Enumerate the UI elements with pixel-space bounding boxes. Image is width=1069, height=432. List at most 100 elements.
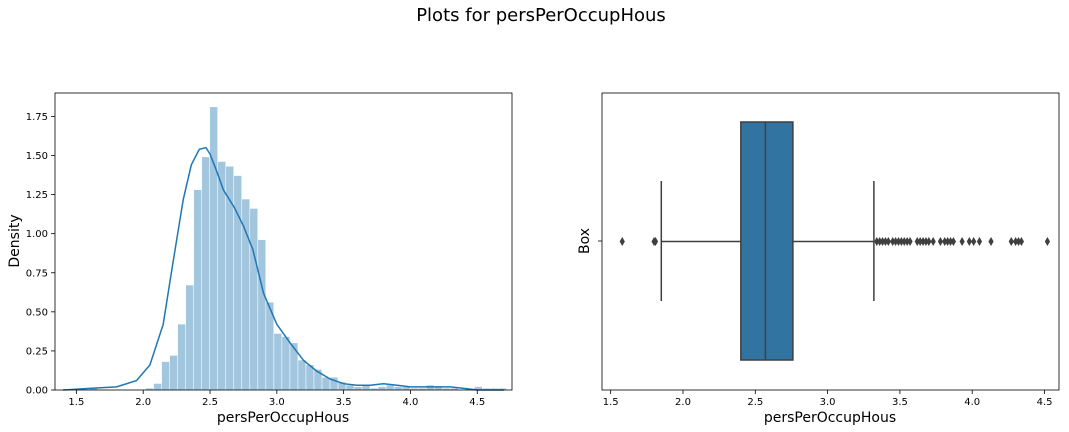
histogram-x-tick-label: 2.0	[135, 397, 151, 408]
outlier-point	[877, 237, 883, 246]
histogram-bar	[226, 166, 234, 390]
outlier-point	[937, 237, 944, 246]
histogram-bar	[402, 386, 410, 390]
boxplot-x-tick-label: 2.5	[747, 397, 763, 408]
boxplot-x-tick-label: 3.5	[892, 397, 908, 408]
histogram-y-tick-label: 0.00	[26, 386, 48, 397]
histogram-bar	[378, 386, 386, 390]
outlier-point	[945, 237, 951, 246]
histogram-bar	[354, 386, 362, 390]
histogram-bar	[450, 388, 458, 390]
outlier-point	[619, 237, 625, 246]
histogram-bar	[282, 336, 290, 390]
outlier-point	[950, 237, 957, 246]
histogram-y-tick-label: 1.75	[26, 112, 48, 123]
outlier-point	[959, 237, 965, 246]
histogram-bar	[418, 388, 426, 390]
outlier-point	[890, 237, 896, 246]
outlier-point	[923, 237, 929, 246]
histogram-bar	[258, 239, 266, 390]
outlier-point	[879, 237, 886, 246]
outlier-point	[882, 237, 889, 246]
histogram-bar	[322, 377, 330, 390]
histogram-y-label: Density	[7, 214, 23, 267]
boxplot-frame	[601, 92, 1060, 391]
outlier-point	[1044, 237, 1051, 246]
outlier-point	[1008, 237, 1014, 246]
histogram-bar	[482, 388, 491, 390]
outlier-point	[885, 237, 891, 246]
histogram-bar	[434, 386, 442, 390]
histogram-y-tick-label: 0.25	[26, 346, 48, 357]
histogram-bar	[185, 285, 194, 390]
outlier-point	[898, 237, 904, 246]
histogram-x-label: persPerOccupHous	[217, 410, 349, 426]
outlier-point	[926, 237, 932, 246]
outlier-point	[976, 237, 983, 246]
boxplot-x-tick-label: 4.0	[964, 397, 980, 408]
outlier-point	[988, 237, 994, 246]
histogram-bar	[298, 360, 306, 390]
boxplot-x-ticks: 1.5 2.0 2.5 3.0 3.5 4.0 4.5	[603, 390, 1053, 408]
histogram-bar	[394, 386, 402, 390]
histogram-y-tick-label: 0.50	[26, 307, 48, 318]
outlier-point	[930, 237, 936, 246]
histogram-bar	[442, 388, 450, 390]
outlier-point	[1013, 237, 1019, 246]
outlier-point	[914, 237, 920, 246]
outlier-point	[971, 237, 977, 246]
outlier-point	[652, 237, 659, 246]
histogram-y-tick-label: 1.25	[26, 190, 48, 201]
outlier-point	[901, 237, 907, 246]
histogram-bar	[498, 388, 507, 390]
interquartile-box	[740, 121, 794, 361]
kde-line	[62, 146, 504, 391]
boxplot-x-tick-label: 4.5	[1037, 397, 1053, 408]
histogram-bar	[161, 361, 170, 390]
outlier-point	[920, 237, 926, 246]
histogram-bar	[218, 161, 226, 390]
boxplot-shapes	[619, 121, 1051, 361]
outlier-point	[892, 237, 899, 246]
histogram-bar	[89, 388, 98, 390]
histogram-panel: 1.5 2.0 2.5 3.0 3.5 4.0 4.5 0.00 0.25 0.50 0.75 1.…	[7, 92, 513, 426]
outlier-point	[904, 237, 910, 246]
histogram-bar	[330, 377, 338, 390]
histogram-bar	[169, 355, 178, 390]
outlier-point	[947, 237, 954, 246]
boxplot-y-label: Box	[577, 228, 593, 254]
histogram-bar	[474, 386, 483, 390]
histogram-frame	[54, 92, 513, 391]
histogram-y-tick-label: 0.75	[26, 268, 48, 279]
histogram-bars	[89, 107, 507, 390]
outlier-point	[942, 237, 948, 246]
histogram-x-tick-label: 4.5	[469, 397, 485, 408]
histogram-bar	[210, 107, 218, 390]
outlier-point	[1018, 237, 1024, 246]
histogram-bar	[386, 385, 394, 390]
histogram-bar	[362, 385, 370, 390]
histogram-y-ticks: 0.00 0.25 0.50 0.75 1.00 1.25 1.50 1.75	[26, 112, 55, 397]
histogram-x-ticks: 1.5 2.0 2.5 3.0 3.5 4.0 4.5	[68, 390, 485, 408]
histogram-bar	[490, 388, 499, 390]
outlier-point	[1015, 237, 1022, 246]
histogram-y-tick-label: 1.00	[26, 229, 48, 240]
boxplot-x-label: persPerOccupHous	[764, 410, 896, 426]
outlier-point	[966, 237, 972, 246]
histogram-x-tick-label: 2.5	[202, 397, 218, 408]
histogram-bar	[410, 388, 418, 390]
histogram-bar	[177, 324, 186, 390]
histogram-bar	[290, 343, 298, 390]
histogram-bar	[338, 382, 346, 390]
histogram-bar	[346, 385, 354, 390]
histogram-bar	[250, 208, 258, 390]
histogram-bar	[426, 385, 434, 390]
histogram-bar	[145, 388, 154, 390]
boxplot-x-tick-label: 1.5	[603, 397, 619, 408]
histogram-bar	[306, 364, 314, 390]
histogram-bar	[370, 388, 378, 390]
histogram-bar	[201, 157, 210, 390]
histogram-x-tick-label: 1.5	[68, 397, 84, 408]
histogram-bar	[274, 333, 282, 390]
outlier-point	[917, 237, 923, 246]
